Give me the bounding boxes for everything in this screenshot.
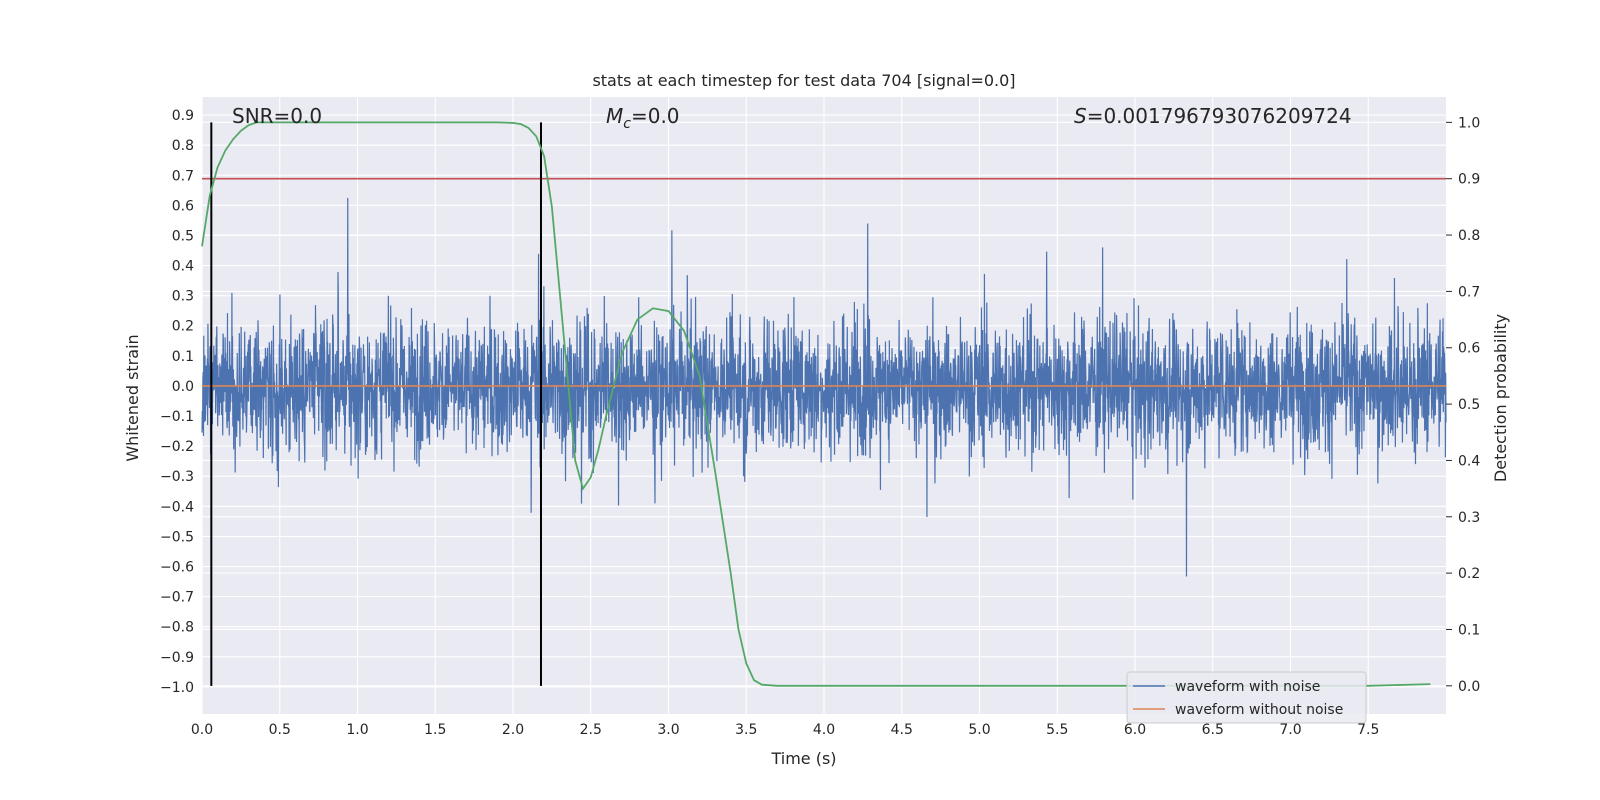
noise-waveform-trace xyxy=(201,197,1447,577)
x-tick-label: 3.0 xyxy=(657,722,679,738)
y-left-tick-label: 0.3 xyxy=(172,289,194,305)
y-left-tick-label: −0.7 xyxy=(160,590,194,606)
y-left-tick-label: 0.4 xyxy=(172,259,194,275)
y-left-tick-label: 0.5 xyxy=(172,228,194,244)
s-value: =0.001796793076209724 xyxy=(1087,104,1352,128)
y-right-tick-label: 0.0 xyxy=(1458,679,1480,695)
y-right-tick-label: 0.5 xyxy=(1458,397,1480,413)
y-right-tick-label: 0.2 xyxy=(1458,566,1480,582)
y-left-tick-label: −0.1 xyxy=(160,409,194,425)
chart-title: stats at each timestep for test data 704… xyxy=(592,71,1015,90)
y-right-tick-label: 0.3 xyxy=(1458,510,1480,526)
y-left-tick-label: −0.2 xyxy=(160,439,194,455)
x-tick-label: 2.5 xyxy=(580,722,602,738)
y-left-axis-label: Whitened strain xyxy=(123,334,142,461)
y-left-tick-label: 0.8 xyxy=(172,138,194,154)
y-right-tick-label: 0.1 xyxy=(1458,622,1480,638)
x-tick-label: 5.5 xyxy=(1046,722,1068,738)
y-left-tick-label: 0.9 xyxy=(172,108,194,124)
y-right-tick-label: 0.9 xyxy=(1458,172,1480,188)
y-left-tick-label: −0.5 xyxy=(160,529,194,545)
y-left-tick-label: 0.6 xyxy=(172,198,194,214)
chirp-mass-subscript: c xyxy=(623,116,631,132)
x-tick-label: 3.5 xyxy=(735,722,757,738)
y-right-axis-ticks: 1.0 0.9 0.8 0.7 0.6 0.5 0.4 0.3 0.2 0.1 0.0 xyxy=(1446,115,1480,695)
y-left-tick-label: 0.0 xyxy=(172,379,194,395)
x-tick-label: 4.0 xyxy=(813,722,835,738)
legend-box xyxy=(1126,671,1367,724)
x-tick-label: 7.5 xyxy=(1357,722,1379,738)
x-tick-label: 6.5 xyxy=(1202,722,1224,738)
x-tick-label: 1.5 xyxy=(424,722,446,738)
y-left-tick-label: −1.0 xyxy=(160,680,194,696)
y-right-tick-label: 0.7 xyxy=(1458,284,1480,300)
y-left-tick-label: 0.1 xyxy=(172,349,194,365)
x-tick-label: 6.0 xyxy=(1124,722,1146,738)
x-axis-ticks: 0.0 0.5 1.0 1.5 2.0 2.5 3.0 3.5 4.0 4.5 5.0 5.5 6.0 6… xyxy=(191,722,1380,738)
y-right-axis-label: Detection probability xyxy=(1491,314,1510,482)
noise-waveform-series xyxy=(201,197,1447,577)
y-right-tick-label: 0.4 xyxy=(1458,453,1480,469)
chirp-mass-annotation: Mc=0.0 xyxy=(606,104,680,132)
y-left-axis-ticks: 0.9 0.8 0.7 0.6 0.5 0.4 0.3 0.2 0.1 0.0 −0.1 −0.2 −0… xyxy=(160,108,194,696)
snr-annotation: SNR=0.0 xyxy=(232,104,322,128)
y-left-tick-label: 0.7 xyxy=(172,168,194,184)
y-right-tick-label: 0.8 xyxy=(1458,228,1480,244)
detection-probability-line xyxy=(201,121,1431,687)
y-left-tick-label: −0.8 xyxy=(160,620,194,636)
y-left-tick-label: −0.6 xyxy=(160,560,194,576)
legend: waveform with noise waveform without noi… xyxy=(1126,671,1367,724)
y-left-tick-label: −0.4 xyxy=(160,499,194,515)
x-tick-label: 1.0 xyxy=(346,722,368,738)
y-right-tick-label: 0.6 xyxy=(1458,341,1480,357)
x-axis-label: Time (s) xyxy=(770,749,836,768)
x-tick-label: 0.0 xyxy=(191,722,213,738)
legend-label-no-noise: waveform without noise xyxy=(1175,702,1343,718)
legend-label-noise: waveform with noise xyxy=(1175,679,1320,695)
s-annotation: S=0.001796793076209724 xyxy=(1074,104,1352,128)
vertical-markers xyxy=(210,122,542,686)
x-tick-label: 7.0 xyxy=(1279,722,1301,738)
s-symbol: S xyxy=(1074,104,1087,128)
chirp-mass-value: =0.0 xyxy=(631,104,680,128)
x-tick-label: 2.0 xyxy=(502,722,524,738)
chirp-mass-symbol: M xyxy=(606,104,623,128)
x-tick-label: 5.0 xyxy=(968,722,990,738)
y-left-tick-label: −0.9 xyxy=(160,650,194,666)
x-tick-label: 4.5 xyxy=(891,722,913,738)
y-left-tick-label: −0.3 xyxy=(160,469,194,485)
y-left-tick-label: 0.2 xyxy=(172,319,194,335)
y-right-tick-label: 1.0 xyxy=(1458,115,1480,131)
x-tick-label: 0.5 xyxy=(269,722,291,738)
